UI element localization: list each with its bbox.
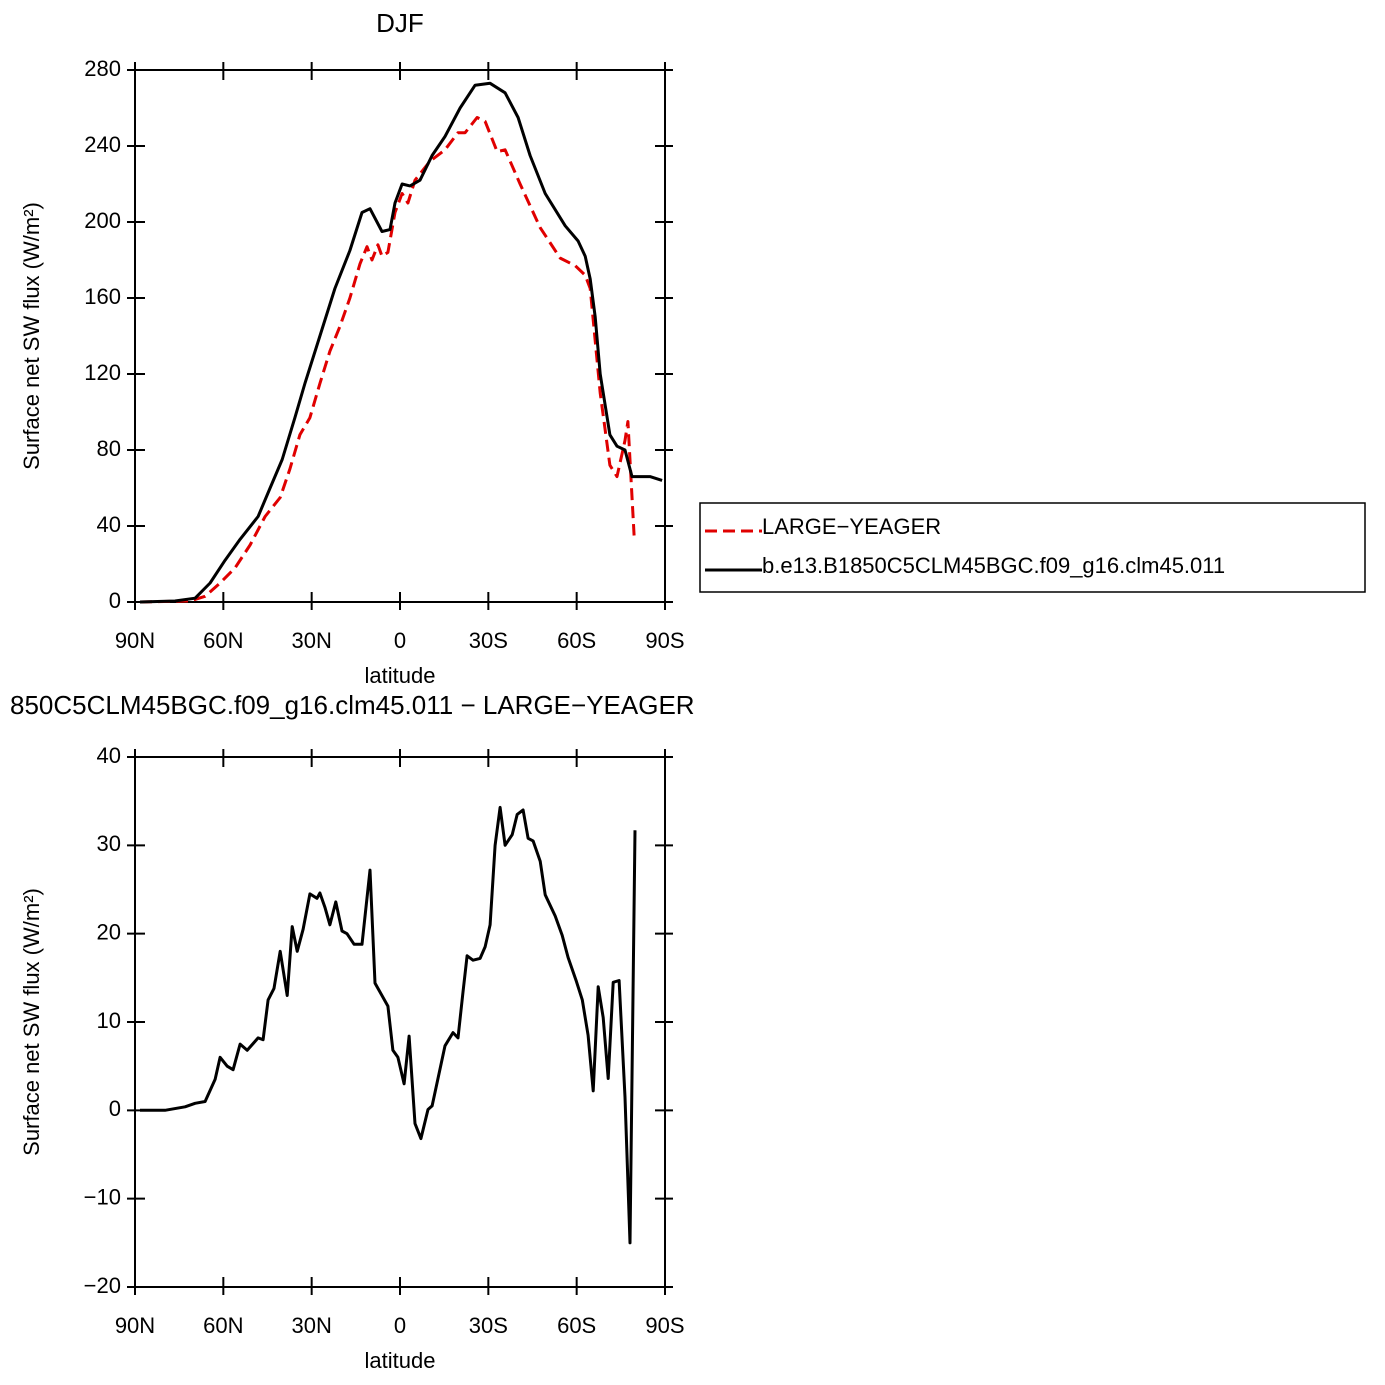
x-tick-label: 0 [394,1313,406,1338]
y-tick-label: 40 [97,512,121,537]
y-tick-label: 40 [97,743,121,768]
data-line [139,116,636,604]
data-line [140,805,637,1245]
y-tick-label: 120 [84,360,121,385]
y-tick-label: 240 [84,132,121,157]
x-tick-label: 60S [557,1313,596,1338]
y-tick-label: 10 [97,1008,121,1033]
y-tick-label: −20 [84,1273,121,1298]
plot-frame [134,69,666,603]
x-tick-label: 30S [469,628,508,653]
y-tick-label: 80 [97,436,121,461]
x-tick-label: 90N [115,628,155,653]
y-axis-label: Surface net SW flux (W/m²) [19,202,44,470]
y-tick-label: 20 [97,919,121,944]
y-tick-label: 0 [109,588,121,613]
y-tick-label: 280 [84,56,121,81]
chart-title: 850C5CLM45BGC.f09_g16.clm45.011 − LARGE−… [10,690,695,720]
x-tick-label: 90S [645,628,684,653]
legend-label: b.e13.B1850C5CLM45BGC.f09_g16.clm45.011 [762,553,1225,578]
x-tick-label: 90S [645,1313,684,1338]
data-line [139,81,663,604]
y-axis-label: Surface net SW flux (W/m²) [19,888,44,1156]
y-tick-label: 160 [84,284,121,309]
x-tick-label: 30N [291,1313,331,1338]
x-tick-label: 0 [394,628,406,653]
x-tick-label: 30S [469,1313,508,1338]
x-tick-label: 90N [115,1313,155,1338]
x-tick-label: 60S [557,628,596,653]
legend-label: LARGE−YEAGER [762,514,941,539]
x-tick-label: 60N [203,628,243,653]
x-axis-label: latitude [365,663,436,688]
y-tick-label: 200 [84,208,121,233]
y-tick-label: 30 [97,831,121,856]
y-tick-label: −10 [84,1184,121,1209]
legend-box [699,502,1366,593]
x-axis-label: latitude [365,1348,436,1373]
x-tick-label: 30N [291,628,331,653]
x-tick-label: 60N [203,1313,243,1338]
chart-title: DJF [376,8,424,38]
y-tick-label: 0 [109,1096,121,1121]
